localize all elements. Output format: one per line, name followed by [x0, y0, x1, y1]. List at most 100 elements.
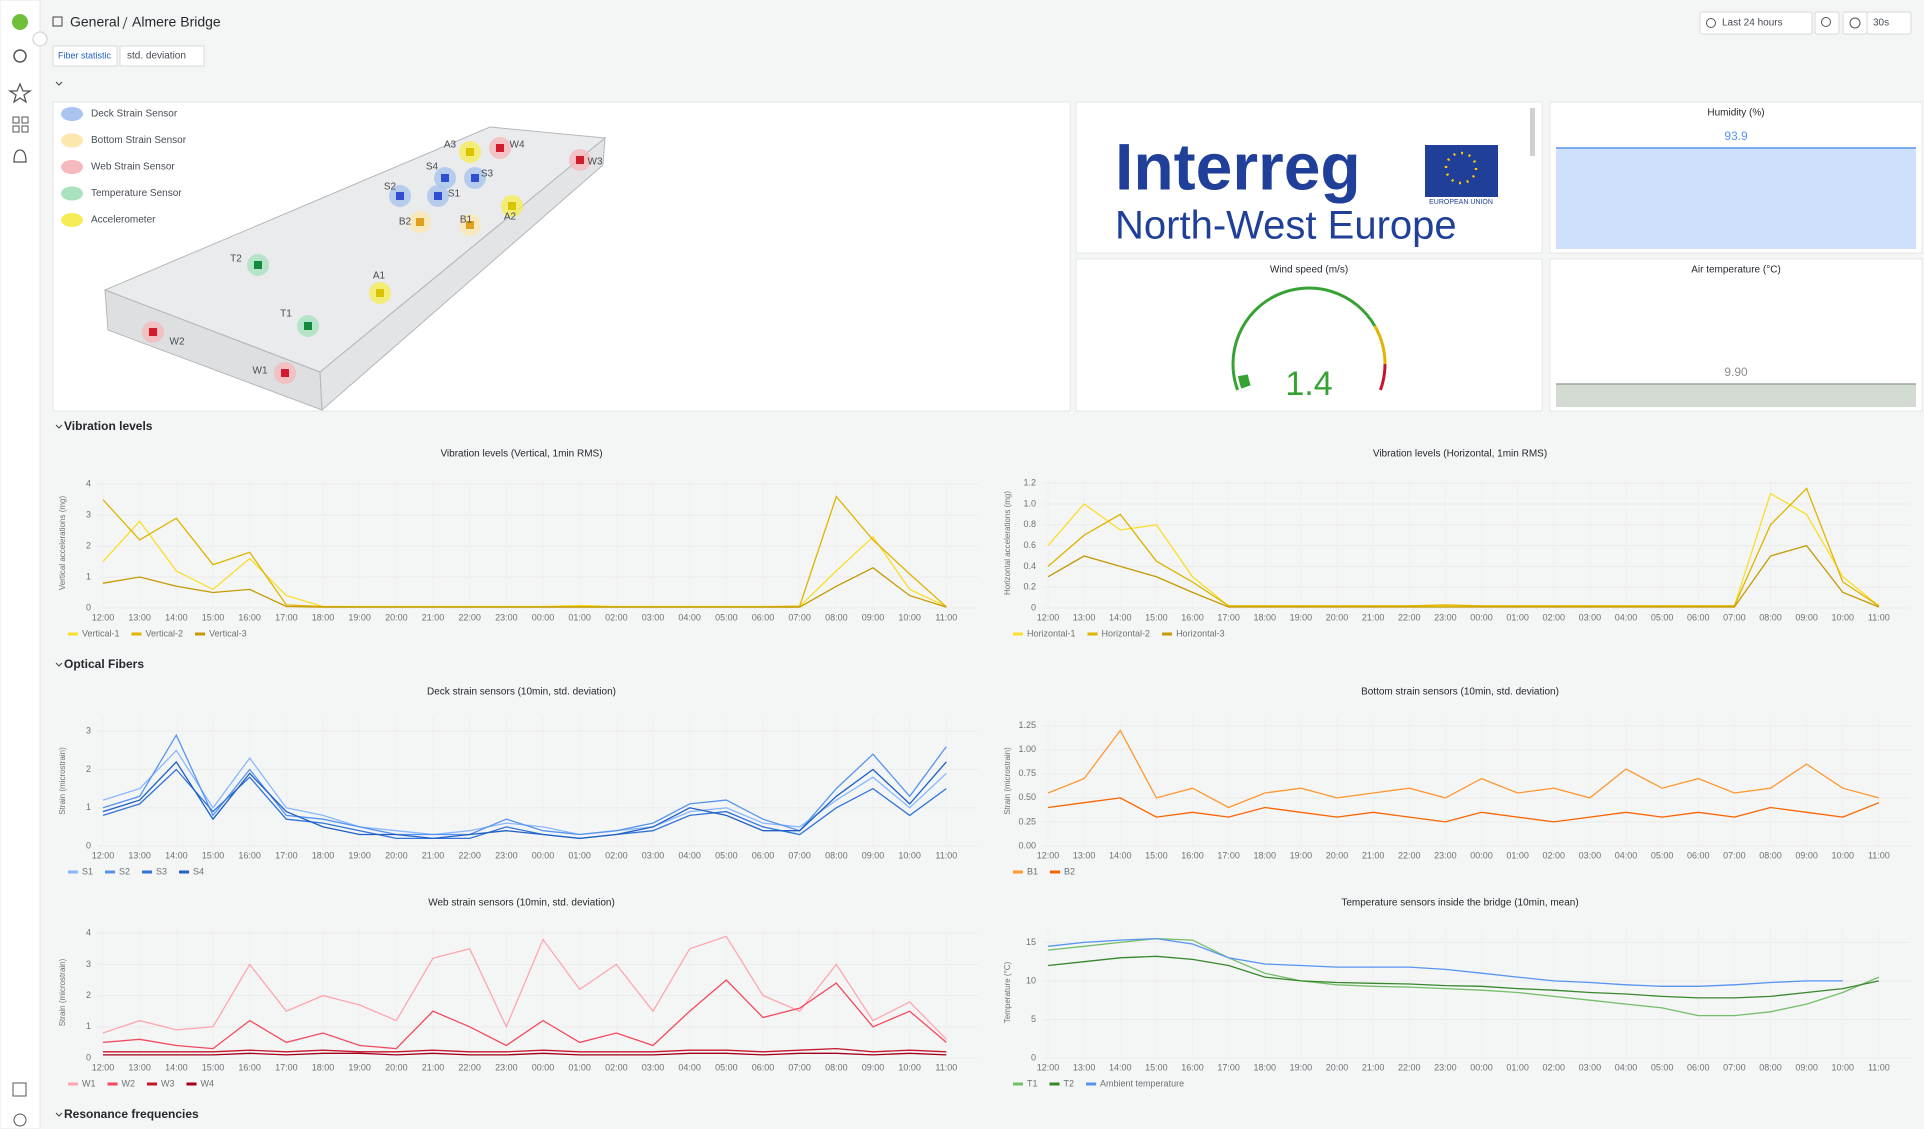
x-tick-label: 10:00: [1831, 850, 1854, 860]
legend-label: B1: [1027, 866, 1038, 876]
dashboards-icon[interactable]: [12, 116, 20, 124]
dashboards-icon[interactable]: [21, 116, 29, 124]
x-tick-label: 06:00: [1687, 612, 1710, 622]
x-tick-label: 23:00: [495, 612, 518, 622]
panel-title: Web strain sensors (10min, std. deviatio…: [428, 898, 615, 909]
help-icon[interactable]: [13, 1113, 27, 1127]
y-tick-label: 10: [1026, 975, 1036, 985]
y-tick-label: 3: [86, 959, 91, 969]
refresh-interval[interactable]: [1866, 11, 1912, 35]
x-tick-label: 04:00: [1615, 612, 1638, 622]
x-tick-label: 13:00: [1073, 612, 1096, 622]
stat-area: [1556, 384, 1916, 407]
x-tick-label: 19:00: [348, 612, 371, 622]
y-tick-label: 3: [86, 726, 91, 736]
x-tick-label: 12:00: [1037, 850, 1060, 860]
zoom-out[interactable]: [1814, 11, 1840, 35]
breadcrumb-folder[interactable]: General: [70, 14, 120, 30]
row-chevron[interactable]: [55, 1112, 63, 1117]
y-axis-label: Strain (microstrain): [58, 747, 67, 815]
series-line: [1047, 937, 1843, 987]
x-tick-label: 07:00: [1723, 850, 1746, 860]
x-tick-label: 01:00: [568, 1062, 591, 1072]
y-tick-label: 0: [86, 840, 91, 850]
x-tick-label: 15:00: [1145, 1062, 1168, 1072]
row-title[interactable]: Resonance frequencies: [64, 1107, 199, 1121]
x-tick-label: 19:00: [1290, 850, 1313, 860]
clock-icon: [1706, 18, 1716, 28]
series-line: [102, 733, 947, 836]
y-axis-label: Horizontal accelerations (mg): [1003, 491, 1012, 595]
search-icon[interactable]: [13, 49, 27, 63]
time-picker[interactable]: [1699, 11, 1813, 35]
starred-icon[interactable]: [7, 82, 33, 104]
x-tick-label: 22:00: [458, 1062, 481, 1072]
legend-swatch: [61, 133, 83, 148]
gauge-threshold: [1378, 363, 1387, 391]
sensor-label: S2: [384, 182, 397, 193]
variable-select[interactable]: [119, 45, 205, 67]
sensor: [281, 369, 289, 377]
x-tick-label: 02:00: [1542, 1062, 1565, 1072]
y-tick-label: 1.00: [1018, 744, 1036, 754]
dashboards-icon[interactable]: [12, 125, 20, 133]
x-tick-label: 04:00: [1615, 1062, 1638, 1072]
x-tick-label: 09:00: [862, 850, 885, 860]
x-tick-label: 14:00: [1109, 850, 1132, 860]
grid-icon: [52, 16, 63, 27]
x-tick-label: 21:00: [1362, 612, 1385, 622]
legend-swatch: [61, 107, 83, 121]
legend-label: Vertical-1: [82, 628, 120, 638]
sensor-label: A2: [504, 212, 517, 223]
x-tick-label: 00:00: [1470, 850, 1493, 860]
x-tick-label: 18:00: [312, 1062, 335, 1072]
x-tick-label: 21:00: [422, 612, 445, 622]
home-logo[interactable]: [12, 14, 28, 30]
x-tick-label: 09:00: [862, 612, 885, 622]
row-title[interactable]: Vibration levels: [64, 419, 153, 433]
logo-region: North-West Europe: [1115, 204, 1457, 248]
y-tick-label: 0: [1031, 1052, 1036, 1062]
series-line: [102, 749, 947, 836]
panel-title: Humidity (%): [1707, 108, 1764, 119]
sensor: [508, 202, 516, 210]
x-tick-label: 15:00: [202, 1062, 225, 1072]
breadcrumb-title[interactable]: Almere Bridge: [132, 14, 221, 30]
row-chevron[interactable]: [55, 424, 63, 429]
row-chevron[interactable]: [55, 662, 63, 667]
x-tick-label: 07:00: [1723, 612, 1746, 622]
sensor: [254, 261, 262, 269]
x-tick-label: 14:00: [1109, 612, 1132, 622]
x-tick-label: 22:00: [458, 850, 481, 860]
x-tick-label: 02:00: [1542, 850, 1565, 860]
expand-button[interactable]: [32, 31, 48, 47]
x-tick-label: 20:00: [385, 1062, 408, 1072]
x-tick-label: 18:00: [1253, 612, 1276, 622]
sensor: [434, 192, 442, 200]
x-tick-label: 19:00: [1290, 612, 1313, 622]
alerting-icon[interactable]: [13, 149, 27, 163]
collapse-chevron[interactable]: [55, 81, 63, 86]
dashboards-icon[interactable]: [21, 125, 29, 133]
x-tick-label: 03:00: [1579, 1062, 1602, 1072]
x-tick-label: 06:00: [752, 850, 775, 860]
x-tick-label: 02:00: [605, 850, 628, 860]
x-tick-label: 10:00: [898, 612, 921, 622]
x-tick-label: 15:00: [202, 850, 225, 860]
row-title[interactable]: Optical Fibers: [64, 657, 144, 671]
x-tick-label: 17:00: [275, 850, 298, 860]
sensor-label: W2: [170, 337, 185, 348]
gauge-value: 1.4: [1285, 365, 1332, 403]
x-tick-label: 23:00: [495, 1062, 518, 1072]
y-tick-label: 15: [1026, 937, 1036, 947]
signin-icon[interactable]: [12, 1082, 27, 1097]
refresh-button[interactable]: [1842, 11, 1868, 35]
x-tick-label: 04:00: [1615, 850, 1638, 860]
x-tick-label: 17:00: [1217, 612, 1240, 622]
sensor: [396, 192, 404, 200]
legend-label: T1: [1027, 1078, 1038, 1088]
y-tick-label: 1: [86, 802, 91, 812]
x-tick-label: 03:00: [1579, 612, 1602, 622]
